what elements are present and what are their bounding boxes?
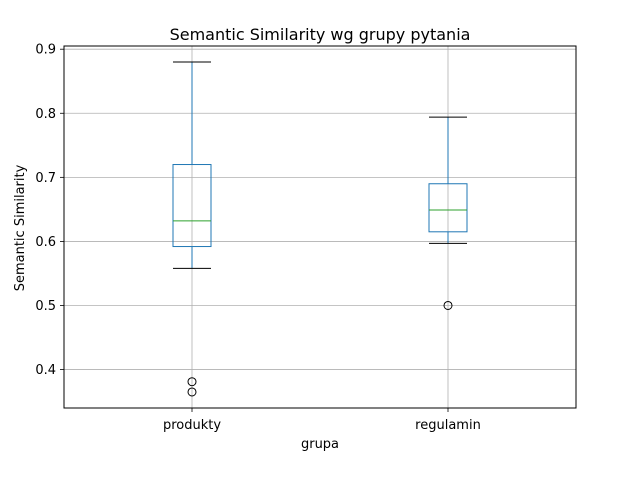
x-tick-label: produkty [163, 418, 221, 433]
grid [64, 46, 576, 408]
outlier-point [187, 377, 197, 387]
x-tick-label: regulamin [415, 418, 481, 433]
iqr-box [428, 183, 468, 233]
y-tick-label: 0.9 [35, 43, 56, 58]
x-axis: produkty regulamin [163, 408, 481, 433]
y-tick-label: 0.8 [35, 107, 56, 122]
chart-title: Semantic Similarity wg grupy pytania [170, 25, 471, 44]
y-tick-label: 0.7 [35, 171, 56, 186]
box-regulamin [428, 116, 468, 310]
y-tick-label: 0.6 [35, 235, 56, 250]
iqr-box [172, 164, 212, 248]
y-axis-label: Semantic Similarity [13, 164, 28, 291]
y-tick-label: 0.5 [35, 299, 56, 314]
plot-frame [63, 45, 577, 409]
y-tick-label: 0.4 [35, 363, 56, 378]
outlier-point [187, 387, 197, 397]
x-axis-label: grupa [301, 437, 339, 452]
outlier-point [443, 300, 453, 310]
box-produkty [172, 61, 212, 397]
y-axis: 0.4 0.5 0.6 0.7 0.8 0.9 [35, 43, 64, 378]
boxes [172, 61, 468, 397]
